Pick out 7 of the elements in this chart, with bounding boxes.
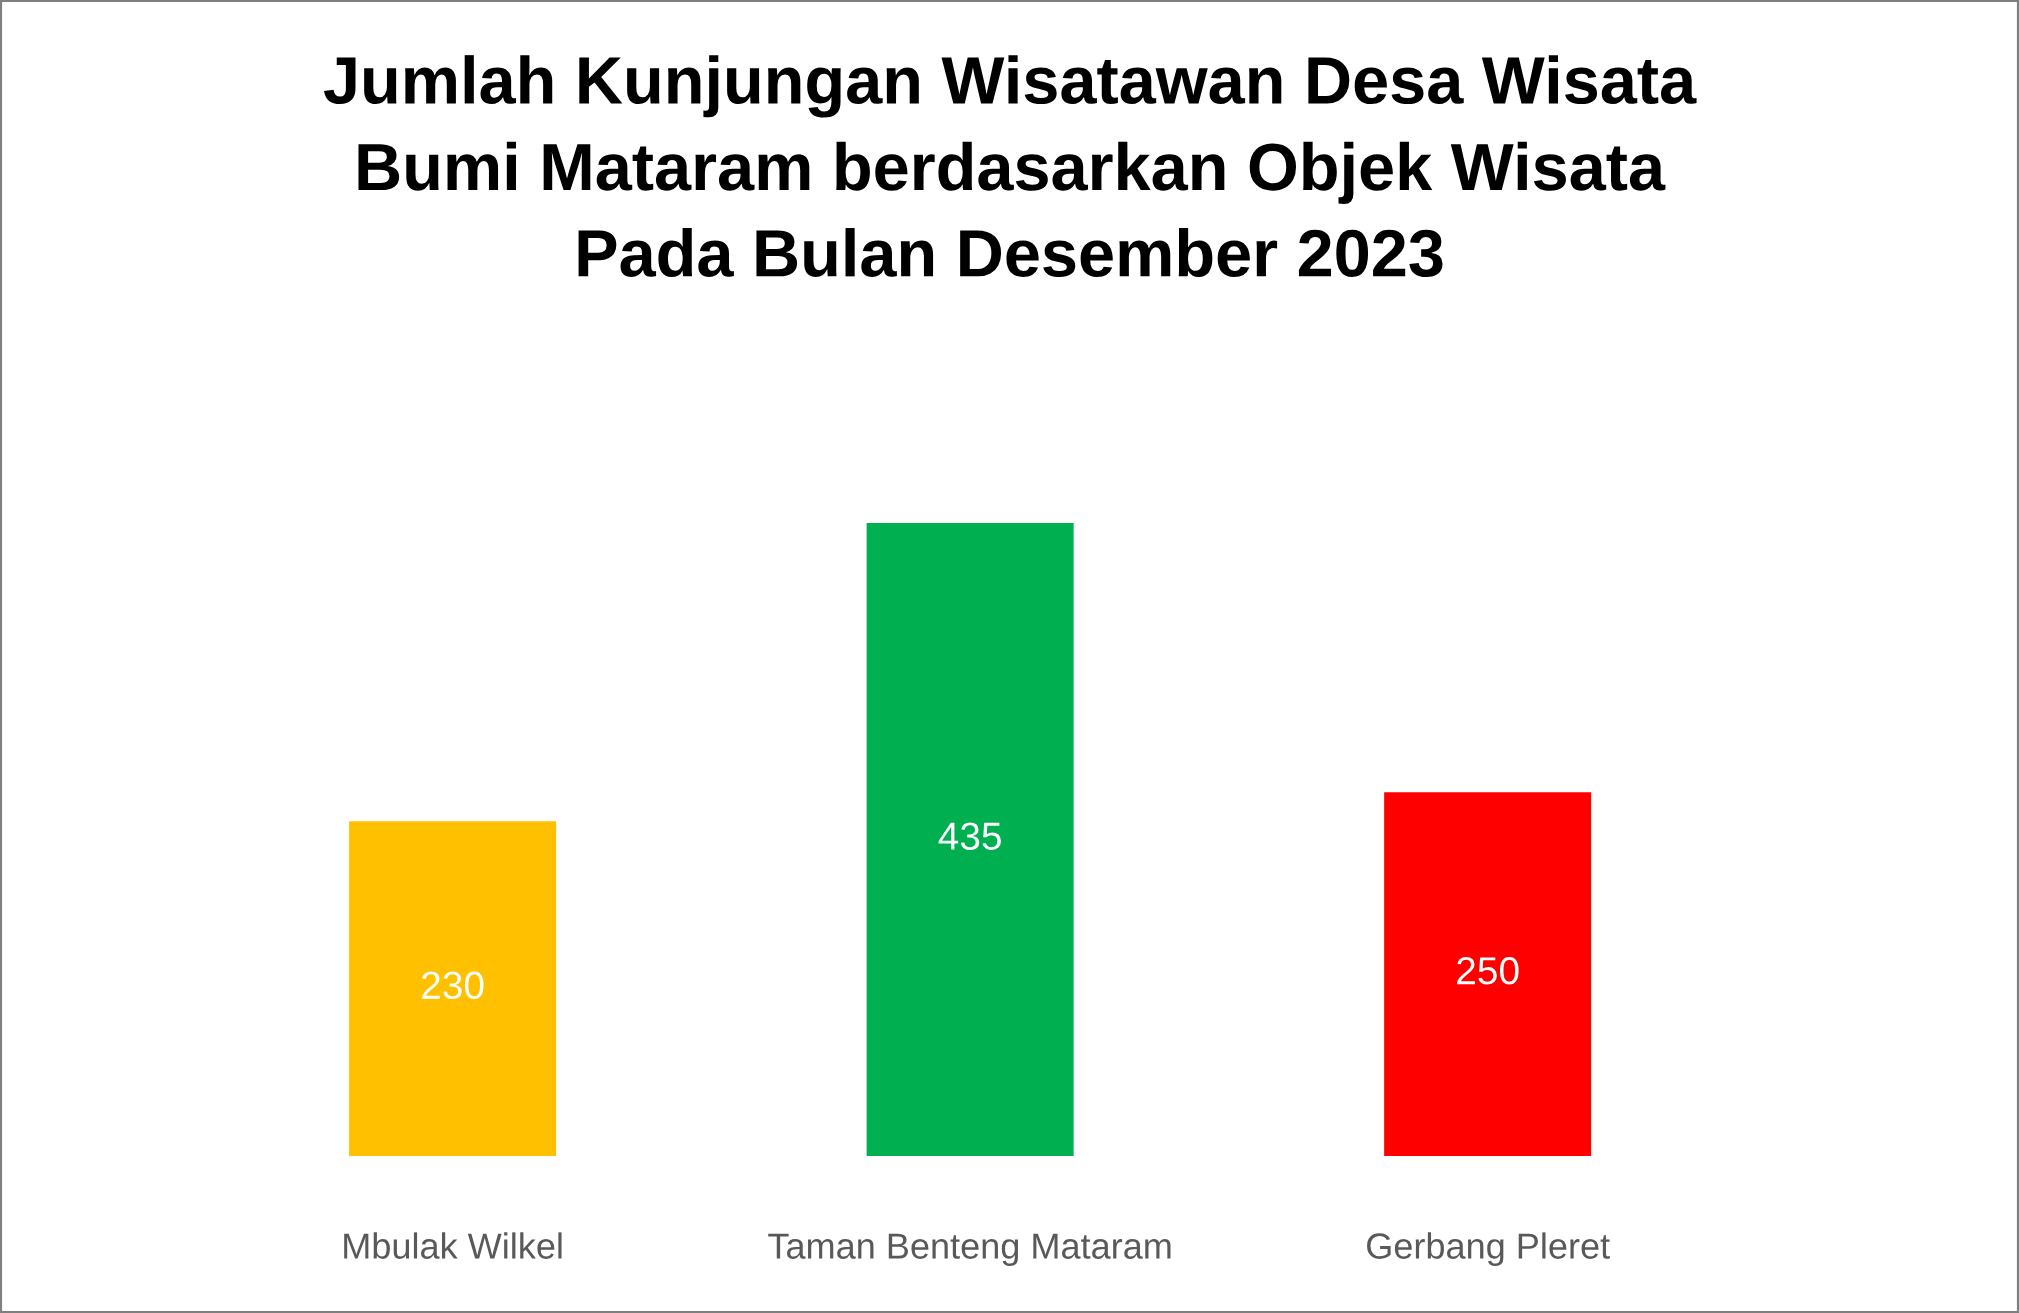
data-label: 250 — [1457, 957, 1519, 985]
x-tick-label: Mbulak Wilkel — [344, 1232, 562, 1259]
chart-title: Jumlah Kunjungan Wisatawan Desa Wisata Bumi Mataram berdasarkan Objek Wisata Pada Bulan Desember 2023 — [323, 55, 1697, 278]
x-tick-label: Taman Benteng Mataram — [768, 1233, 1171, 1267]
data-label: 435 — [938, 822, 1001, 850]
x-tick-label: Gerbang Pleret — [1367, 1232, 1610, 1267]
data-label: 230 — [422, 971, 484, 1000]
